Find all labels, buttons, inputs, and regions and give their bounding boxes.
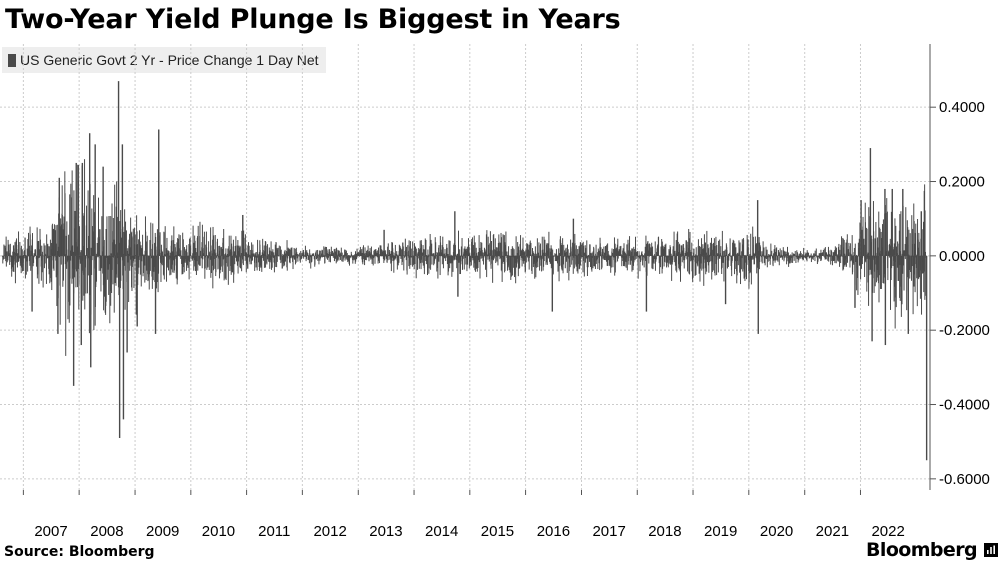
y-tick-label: 0.4000: [939, 99, 985, 116]
x-tick-label: 2007: [34, 523, 67, 540]
grid-layer: [0, 44, 930, 490]
chart-legend: US Generic Govt 2 Yr - Price Change 1 Da…: [2, 47, 326, 73]
y-tick-label: 0.2000: [939, 174, 985, 191]
x-tick-label: 2015: [481, 523, 514, 540]
x-tick-label: 2010: [202, 523, 235, 540]
chart-title: Two-Year Yield Plunge Is Biggest in Year…: [5, 4, 621, 35]
x-tick-label: 2013: [369, 523, 402, 540]
x-tick-label: 2016: [537, 523, 570, 540]
legend-swatch: [8, 53, 16, 67]
y-tick-label: -0.6000: [939, 471, 990, 488]
y-tick-label: 0.0000: [939, 248, 985, 265]
x-tick-label: 2022: [871, 523, 904, 540]
x-tick-label: 2017: [592, 523, 625, 540]
bloomberg-chart-icon: [984, 543, 998, 557]
legend-label: US Generic Govt 2 Yr - Price Change 1 Da…: [20, 52, 319, 68]
x-tick-label: 2019: [704, 523, 737, 540]
source-note: Source: Bloomberg: [4, 544, 155, 560]
x-tick-label: 2009: [146, 523, 179, 540]
x-tick-label: 2011: [258, 523, 290, 540]
x-tick-label: 2012: [313, 523, 346, 540]
y-tick-label: -0.4000: [939, 397, 990, 414]
axis-layer: 0.4000 0.2000 0.0000 -0.2000 -0.4000 -0.6000 2…: [22, 44, 990, 540]
brand-logo: Bloomberg: [866, 539, 978, 561]
y-tick-label: -0.2000: [939, 322, 990, 339]
x-tick-label: 2008: [90, 523, 123, 540]
x-tick-label: 2020: [760, 523, 793, 540]
bars-layer: [1, 81, 928, 461]
x-tick-label: 2018: [648, 523, 681, 540]
x-tick-label: 2021: [816, 523, 849, 540]
x-tick-label: 2014: [425, 523, 458, 540]
